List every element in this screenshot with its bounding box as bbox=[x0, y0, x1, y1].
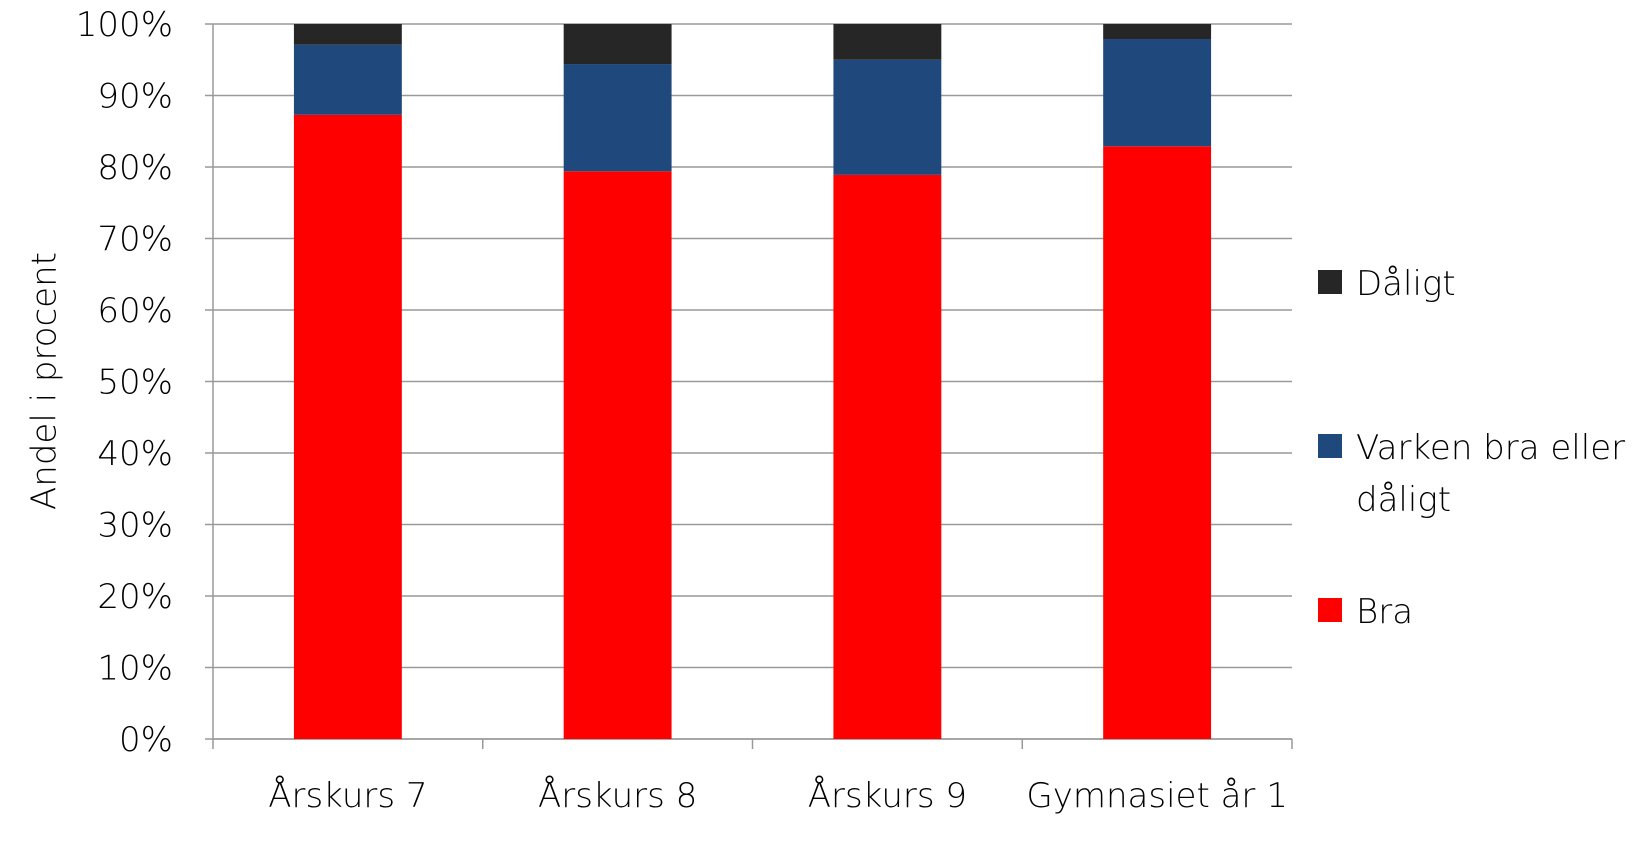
y-tick-label: 90% bbox=[97, 77, 173, 117]
legend-item: Varken bra eller dåligt bbox=[1318, 422, 1646, 526]
bar-segment bbox=[293, 44, 402, 115]
bar-segment bbox=[833, 24, 942, 60]
legend-item: Bra bbox=[1318, 586, 1646, 638]
legend-label: Bra bbox=[1356, 592, 1414, 632]
y-tick-label: 10% bbox=[97, 649, 173, 689]
y-tick-label: 20% bbox=[97, 577, 173, 617]
y-tick-label: 60% bbox=[97, 291, 173, 331]
y-tick-label: 70% bbox=[97, 220, 173, 260]
x-tick-label: Årskurs 8 bbox=[538, 776, 697, 816]
legend-swatch bbox=[1318, 270, 1342, 294]
bar-segment bbox=[833, 59, 942, 175]
y-tick-label: 50% bbox=[97, 363, 173, 403]
legend-item: Dåligt bbox=[1318, 258, 1646, 310]
bar-segment bbox=[833, 174, 942, 740]
bar-segment bbox=[293, 114, 402, 740]
bar-segment bbox=[1103, 146, 1212, 739]
y-tick-label: 40% bbox=[97, 434, 173, 474]
y-axis-title: Andel i procent bbox=[25, 252, 65, 510]
y-tick-label: 80% bbox=[97, 148, 173, 188]
bar-segment bbox=[563, 171, 672, 740]
x-tick-label: Årskurs 9 bbox=[808, 776, 967, 816]
y-tick-label: 0% bbox=[119, 720, 173, 760]
bar-segment bbox=[293, 24, 402, 45]
x-tick-label: Gymnasiet år 1 bbox=[1026, 776, 1287, 816]
legend-swatch bbox=[1318, 598, 1342, 622]
y-tick-label: 100% bbox=[76, 5, 173, 45]
legend-label: Varken bra eller dåligt bbox=[1356, 428, 1626, 520]
bar-segment bbox=[563, 24, 672, 65]
bar-segment bbox=[1103, 24, 1212, 40]
bar-segment bbox=[563, 64, 672, 172]
y-tick-label: 30% bbox=[97, 506, 173, 546]
x-tick-label: Årskurs 7 bbox=[268, 776, 427, 816]
bar-segment bbox=[1103, 39, 1212, 147]
legend-swatch bbox=[1318, 434, 1342, 458]
legend-label: Dåligt bbox=[1356, 264, 1456, 304]
